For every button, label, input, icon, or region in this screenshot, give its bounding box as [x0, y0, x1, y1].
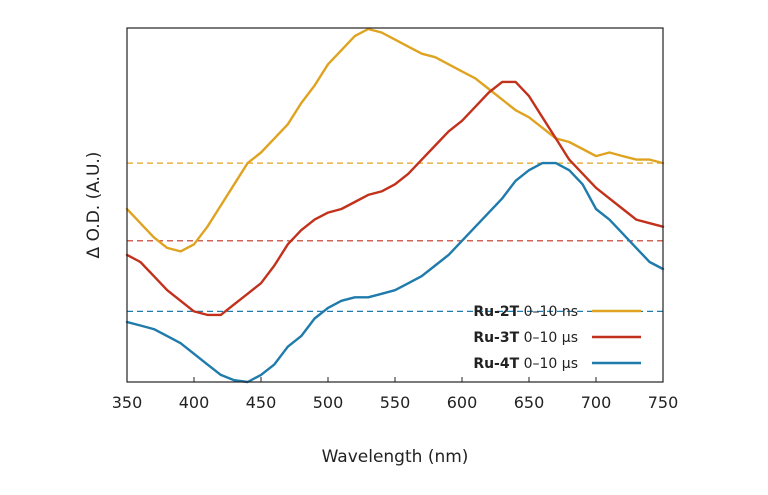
plot-area — [125, 27, 665, 384]
x-axis-label: Wavelength (nm) — [322, 447, 469, 467]
x-tick-label: 500 — [313, 393, 344, 412]
legend: Ru-2T 0–10 ns Ru-3T 0–10 µs Ru-4T 0–10 µs — [473, 304, 641, 372]
legend-label-ru-4t: Ru-4T 0–10 µs — [473, 356, 578, 372]
series-line-ru-3t — [125, 80, 665, 317]
series-line-ru-4t — [125, 161, 665, 384]
legend-label-ru-2t: Ru-2T 0–10 ns — [473, 304, 578, 320]
x-tick-label: 750 — [648, 393, 679, 412]
x-tick-label: 350 — [112, 393, 143, 412]
x-tick-label: 600 — [447, 393, 478, 412]
x-tick-label: 550 — [380, 393, 411, 412]
series-line-ru-2t — [125, 27, 665, 253]
x-tick-label: 650 — [514, 393, 545, 412]
y-axis-label: Δ O.D. (A.U.) — [84, 152, 104, 259]
plot-frame — [126, 27, 664, 383]
x-tick-label: 400 — [179, 393, 210, 412]
x-tick-label: 450 — [246, 393, 277, 412]
legend-label-ru-3t: Ru-3T 0–10 µs — [473, 330, 578, 346]
x-tick-label: 700 — [581, 393, 612, 412]
x-axis-ticks: 350 400 450 500 550 600 650 700 750 — [112, 377, 679, 412]
